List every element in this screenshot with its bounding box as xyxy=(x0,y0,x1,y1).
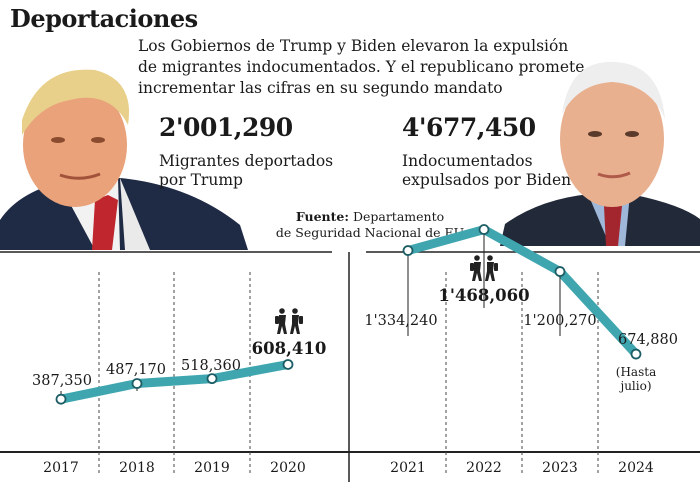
source-text-line1: Departamento xyxy=(352,209,445,224)
x-tick-label: 2022 xyxy=(466,460,502,476)
data-point xyxy=(478,224,490,235)
data-label: 674,880 xyxy=(618,332,678,348)
source-label: Fuente: xyxy=(295,209,349,224)
biden-portrait xyxy=(500,61,700,246)
data-point xyxy=(131,378,143,389)
data-point xyxy=(554,266,566,277)
data-label: 1'200,270 xyxy=(523,313,596,329)
x-tick-label: 2017 xyxy=(43,460,79,476)
data-point xyxy=(402,245,414,256)
x-tick-label: 2024 xyxy=(618,460,654,476)
note-line: julio) xyxy=(618,379,651,393)
x-tick-label: 2020 xyxy=(270,460,306,476)
source-note: Fuente: Departamento de Seguridad Nacion… xyxy=(270,209,470,241)
x-tick-label: 2019 xyxy=(194,460,230,476)
biden-label-line2: expulsados por Biden xyxy=(402,171,572,189)
biden-total: 4'677,450 xyxy=(402,113,536,142)
x-tick-label: 2023 xyxy=(542,460,578,476)
data-label: 387,350 xyxy=(32,373,92,389)
intro-text: Los Gobiernos de Trump y Biden elevaron … xyxy=(138,37,585,97)
data-label-highlight: 608,410 xyxy=(252,339,327,358)
x-tick-label: 2018 xyxy=(119,460,155,476)
data-point xyxy=(630,348,642,360)
series-line-trump xyxy=(56,359,293,404)
trump-total: 2'001,290 xyxy=(159,113,293,142)
series-line-biden xyxy=(403,225,641,359)
data-label: 487,170 xyxy=(106,362,166,378)
trump-label-line2: por Trump xyxy=(159,171,243,189)
data-label: 1'334,240 xyxy=(364,313,437,329)
x-tick-label: 2021 xyxy=(390,460,426,476)
source-text-line2: de Seguridad Nacional de EU xyxy=(275,225,465,240)
data-point xyxy=(206,373,218,385)
trump-label-line1: Migrantes deportados xyxy=(159,152,334,170)
data-label: 518,360 xyxy=(181,358,241,374)
biden-label-line1: Indocumentados xyxy=(402,152,533,170)
data-label-highlight: 1'468,060 xyxy=(438,286,529,305)
migrants-icon xyxy=(275,308,303,334)
trump-portrait xyxy=(0,69,248,250)
note-line: (Hasta xyxy=(616,365,656,379)
data-point xyxy=(282,359,294,370)
data-point xyxy=(55,393,67,405)
page-title: Deportaciones xyxy=(10,4,198,33)
migrants-icon xyxy=(470,255,498,281)
